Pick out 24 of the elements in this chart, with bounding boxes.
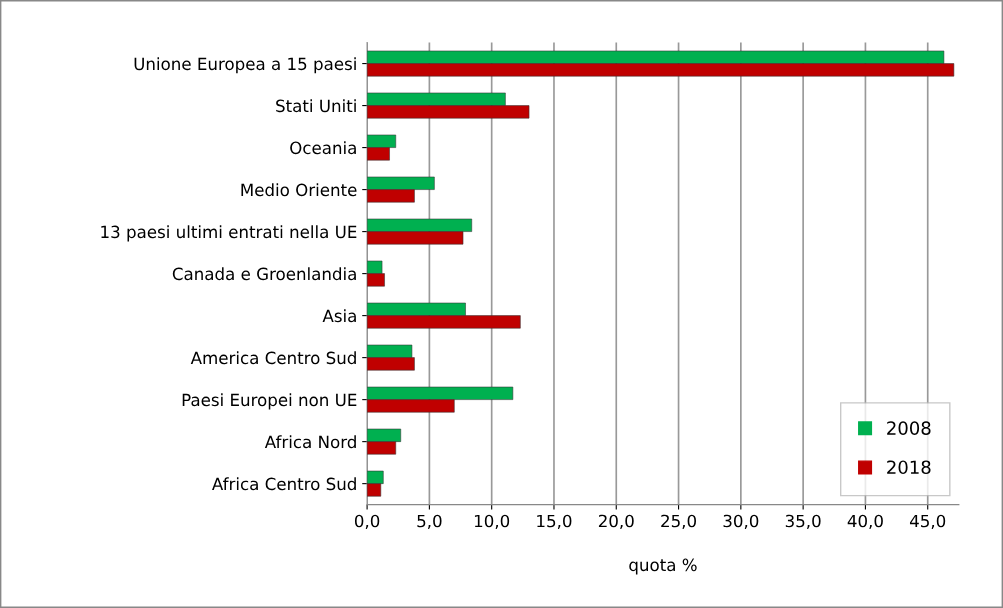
y-tick-label: Oceania [290,141,356,155]
y-tick-label: Paesi Europei non UE [182,393,357,410]
x-tick-label: 25,0 [661,514,696,529]
x-tick-label: 10,0 [474,514,510,529]
x-tick-label: 15,0 [537,514,572,529]
legend-label: 2018 [887,460,931,475]
y-tick-label: Canada e Groenlandia [172,267,356,281]
x-tick-label: 0,0 [354,514,380,529]
y-tick-label: Africa Nord [264,435,356,449]
x-tick-label: 35,0 [785,514,821,529]
y-tick-label: Unione Europea a 15 paesi [134,57,356,74]
y-tick-label: Asia [322,309,356,323]
x-tick-label: 5,0 [417,514,442,529]
x-tick-label: 40,0 [847,514,883,529]
y-tick-label: 13 paesi ultimi entrati nella UE [101,225,357,242]
x-tick-label: 20,0 [598,514,634,529]
x-tick-label: 45,0 [909,514,946,529]
y-tick-label: Africa Centro Sud [212,477,356,491]
x-tick-label: 30,0 [723,514,759,529]
x-axis-title: quota % [629,558,697,575]
y-tick-label: Medio Oriente [241,183,357,197]
y-tick-label: America Centro Sud [190,351,356,365]
y-tick-label: Stati Uniti [276,99,356,113]
legend-label: 2008 [887,421,931,435]
